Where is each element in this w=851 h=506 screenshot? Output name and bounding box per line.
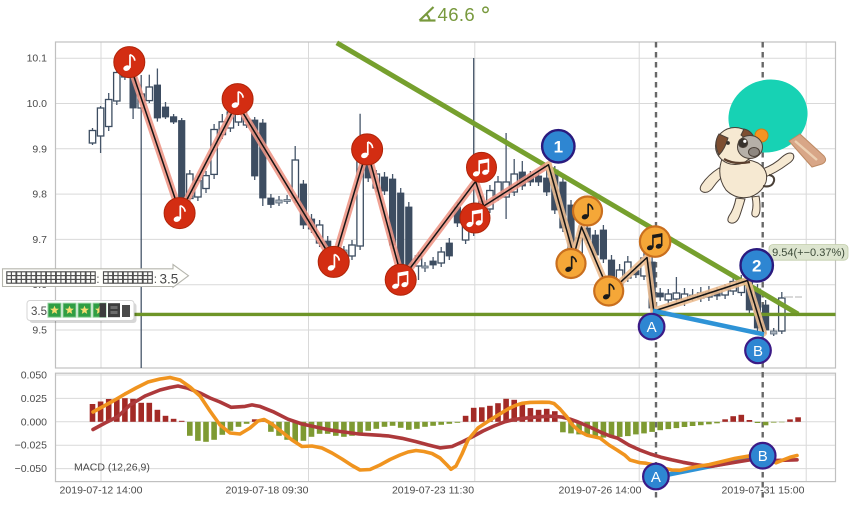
svg-text:2019-07-23 11:30: 2019-07-23 11:30 <box>392 485 474 497</box>
svg-text:3.5: 3.5 <box>160 271 179 286</box>
svg-text:−0.025: −0.025 <box>15 440 48 452</box>
svg-text:A: A <box>647 319 657 336</box>
svg-text:2019-07-26 14:00: 2019-07-26 14:00 <box>559 485 642 497</box>
svg-text:0.050: 0.050 <box>21 370 47 382</box>
svg-text:9.54(+−0.37%): 9.54(+−0.37%) <box>772 247 845 259</box>
svg-text:10.0: 10.0 <box>27 98 48 110</box>
svg-text:46.6: 46.6 <box>438 4 476 25</box>
svg-text:2: 2 <box>752 256 761 275</box>
svg-text:9.5: 9.5 <box>32 325 47 337</box>
svg-text:0.025: 0.025 <box>21 393 47 405</box>
svg-text:2019-07-31 15:00: 2019-07-31 15:00 <box>722 485 805 497</box>
svg-text:−0.050: −0.050 <box>15 463 48 475</box>
svg-text:2019-07-18 09:30: 2019-07-18 09:30 <box>226 485 309 497</box>
svg-text:9.7: 9.7 <box>32 234 47 246</box>
svg-text:10.1: 10.1 <box>27 53 48 65</box>
svg-text:1: 1 <box>554 137 563 156</box>
svg-text:B: B <box>758 448 768 465</box>
svg-text:0.000: 0.000 <box>21 416 47 428</box>
svg-text:9.9: 9.9 <box>32 143 47 155</box>
svg-text::: : <box>154 272 157 286</box>
svg-text:MACD (12,26,9): MACD (12,26,9) <box>74 462 150 474</box>
svg-text::: : <box>96 272 99 286</box>
svg-text:2019-07-12 14:00: 2019-07-12 14:00 <box>60 485 143 497</box>
svg-text:B: B <box>753 343 763 360</box>
svg-text:9.8: 9.8 <box>32 189 47 201</box>
svg-text:A: A <box>651 469 661 486</box>
svg-text:3.5: 3.5 <box>31 306 47 318</box>
